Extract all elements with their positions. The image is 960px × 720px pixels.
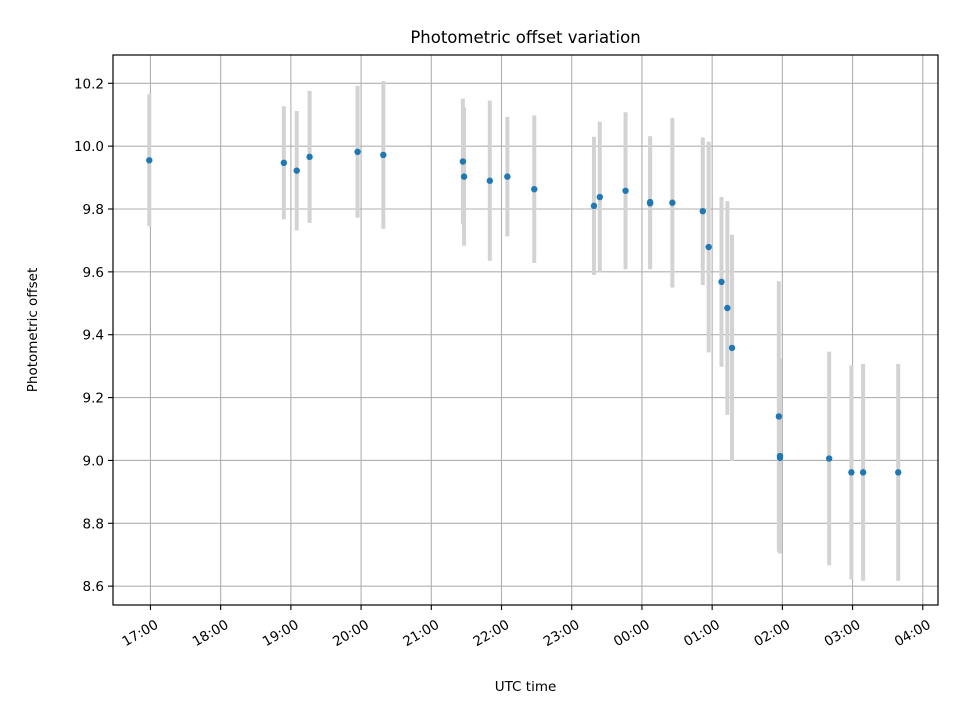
data-point: [895, 469, 902, 476]
y-tick-label: 10.0: [74, 139, 104, 155]
data-point: [724, 304, 731, 312]
chart-title: Photometric offset variation: [410, 28, 640, 47]
data-point: [590, 202, 598, 210]
data-point: [646, 200, 654, 207]
plot-area: [113, 55, 938, 605]
data-point: [775, 413, 783, 420]
data-point: [705, 243, 712, 251]
y-axis-label: Photometric offset: [25, 268, 41, 392]
data-point: [306, 153, 313, 161]
y-tick-label: 8.8: [83, 516, 104, 532]
data-point: [825, 455, 833, 462]
data-point: [848, 469, 855, 476]
data-point: [380, 151, 387, 159]
data-point: [596, 193, 604, 201]
y-tick-label: 9.6: [83, 265, 104, 281]
point-layer: [146, 148, 902, 476]
data-point: [146, 157, 153, 164]
data-point: [776, 452, 784, 460]
y-tick-label: 10.2: [74, 76, 104, 92]
data-point: [859, 469, 867, 476]
y-tick-label: 9.8: [83, 202, 104, 218]
data-point: [728, 344, 736, 352]
data-point: [486, 177, 494, 184]
data-point: [293, 167, 300, 174]
data-point: [531, 186, 538, 193]
y-tick-label: 8.6: [83, 579, 104, 595]
x-axis-label: UTC time: [495, 679, 557, 695]
data-point: [460, 173, 468, 180]
data-point: [669, 199, 676, 206]
y-tick-label: 9.4: [83, 328, 104, 344]
data-point: [622, 187, 629, 194]
data-point: [459, 158, 467, 165]
y-axis-ticks: 8.6 8.8 9.0 9.2 9.4 9.6 9.8 10.0 10.2: [74, 76, 113, 595]
y-tick-label: 9.2: [83, 391, 104, 407]
plot-frame: [112, 54, 939, 606]
data-point: [699, 208, 706, 215]
data-point: [280, 159, 288, 166]
y-tick-label: 9.0: [83, 453, 104, 469]
data-point: [504, 173, 511, 180]
data-point: [354, 148, 361, 155]
data-point: [718, 278, 725, 286]
